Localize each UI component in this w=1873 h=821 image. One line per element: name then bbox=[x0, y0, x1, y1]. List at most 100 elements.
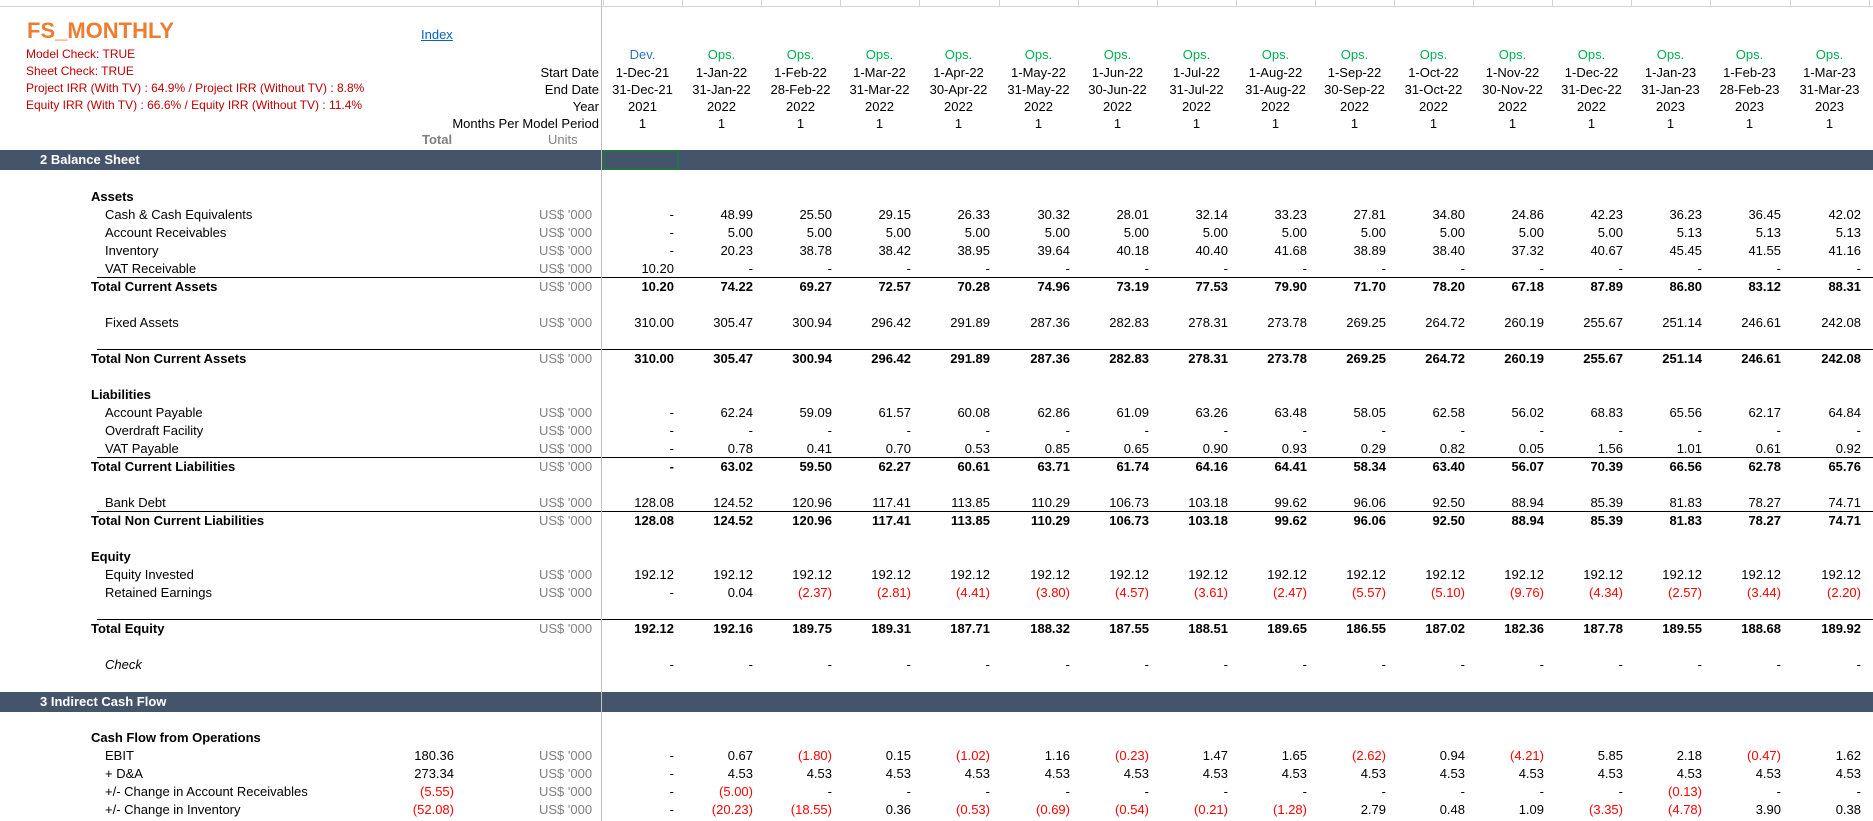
value-cell[interactable]: 120.96 bbox=[792, 513, 832, 528]
value-cell[interactable]: - bbox=[1223, 784, 1228, 799]
value-cell[interactable]: - bbox=[1539, 261, 1544, 276]
value-cell[interactable]: 117.41 bbox=[871, 513, 911, 528]
value-cell[interactable]: 5.00 bbox=[806, 225, 832, 240]
value-cell[interactable]: 260.19 bbox=[1504, 351, 1544, 366]
value-cell[interactable]: 291.89 bbox=[950, 351, 990, 366]
value-cell[interactable]: 0.78 bbox=[727, 441, 753, 456]
value-cell[interactable]: 61.09 bbox=[1116, 405, 1149, 420]
value-cell[interactable]: 5.00 bbox=[1439, 225, 1465, 240]
value-cell[interactable]: 37.32 bbox=[1511, 243, 1544, 258]
value-cell[interactable]: - bbox=[906, 657, 911, 672]
value-cell[interactable]: (4.78) bbox=[1668, 802, 1702, 817]
value-cell[interactable]: 0.92 bbox=[1835, 441, 1861, 456]
value-cell[interactable]: 0.67 bbox=[727, 748, 753, 763]
value-cell[interactable]: - bbox=[1697, 261, 1702, 276]
value-cell[interactable]: - bbox=[827, 261, 832, 276]
value-cell[interactable]: - bbox=[1460, 261, 1465, 276]
value-cell[interactable]: 78.20 bbox=[1432, 279, 1465, 294]
value-cell[interactable]: (2.47) bbox=[1273, 585, 1307, 600]
value-cell[interactable]: 36.23 bbox=[1669, 207, 1702, 222]
value-cell[interactable]: 0.70 bbox=[885, 441, 911, 456]
value-cell[interactable]: - bbox=[1856, 784, 1861, 799]
value-cell[interactable]: 246.61 bbox=[1741, 351, 1781, 366]
value-cell[interactable]: 192.12 bbox=[871, 567, 911, 582]
value-cell[interactable]: 255.67 bbox=[1583, 315, 1623, 330]
value-cell[interactable]: 0.05 bbox=[1518, 441, 1544, 456]
value-cell[interactable]: 273.78 bbox=[1267, 315, 1307, 330]
value-cell[interactable]: 192.12 bbox=[1583, 567, 1623, 582]
value-cell[interactable]: 87.89 bbox=[1590, 279, 1623, 294]
value-cell[interactable]: 4.53 bbox=[1123, 766, 1149, 781]
value-cell[interactable]: 182.36 bbox=[1504, 621, 1544, 636]
value-cell[interactable]: 192.12 bbox=[792, 567, 832, 582]
value-cell[interactable]: 41.68 bbox=[1274, 243, 1307, 258]
value-cell[interactable]: (0.13) bbox=[1668, 784, 1702, 799]
value-cell[interactable]: 188.51 bbox=[1188, 621, 1228, 636]
value-cell[interactable]: 117.41 bbox=[872, 495, 911, 510]
value-cell[interactable]: 187.71 bbox=[950, 621, 990, 636]
value-cell[interactable]: (2.37) bbox=[798, 585, 832, 600]
value-cell[interactable]: - bbox=[669, 459, 674, 474]
value-cell[interactable]: - bbox=[1776, 261, 1781, 276]
value-cell[interactable]: 88.94 bbox=[1511, 513, 1544, 528]
value-cell[interactable]: 99.62 bbox=[1274, 513, 1307, 528]
value-cell[interactable]: - bbox=[1539, 423, 1544, 438]
value-cell[interactable]: 62.17 bbox=[1748, 405, 1781, 420]
value-cell[interactable]: 0.29 bbox=[1360, 441, 1386, 456]
value-cell[interactable]: 62.24 bbox=[720, 405, 753, 420]
value-cell[interactable]: 106.73 bbox=[1109, 513, 1149, 528]
value-cell[interactable]: (1.80) bbox=[798, 748, 832, 763]
value-cell[interactable]: 246.61 bbox=[1741, 315, 1781, 330]
value-cell[interactable]: 62.27 bbox=[878, 459, 911, 474]
value-cell[interactable]: 128.08 bbox=[634, 513, 674, 528]
value-cell[interactable]: 58.05 bbox=[1353, 405, 1386, 420]
value-cell[interactable]: 1.47 bbox=[1202, 748, 1228, 763]
value-cell[interactable]: 65.56 bbox=[1669, 405, 1702, 420]
value-cell[interactable]: (2.20) bbox=[1827, 585, 1861, 600]
value-cell[interactable]: 0.15 bbox=[885, 748, 911, 763]
value-cell[interactable]: - bbox=[985, 261, 990, 276]
value-cell[interactable]: 83.12 bbox=[1748, 279, 1781, 294]
value-cell[interactable]: 187.78 bbox=[1583, 621, 1623, 636]
value-cell[interactable]: 28.01 bbox=[1116, 207, 1149, 222]
value-cell[interactable]: 4.53 bbox=[1044, 766, 1070, 781]
value-cell[interactable]: 242.08 bbox=[1821, 315, 1861, 330]
value-cell[interactable]: 40.40 bbox=[1195, 243, 1228, 258]
value-cell[interactable]: - bbox=[827, 657, 832, 672]
value-cell[interactable]: - bbox=[1144, 261, 1149, 276]
value-cell[interactable]: - bbox=[1381, 261, 1386, 276]
value-cell[interactable]: 66.56 bbox=[1669, 459, 1702, 474]
value-cell[interactable]: (4.21) bbox=[1510, 748, 1544, 763]
value-cell[interactable]: 69.27 bbox=[799, 279, 832, 294]
value-cell[interactable]: 110.29 bbox=[1030, 513, 1070, 528]
value-cell[interactable]: 96.06 bbox=[1353, 513, 1386, 528]
value-cell[interactable]: 96.06 bbox=[1353, 495, 1386, 510]
value-cell[interactable]: - bbox=[669, 766, 674, 781]
value-cell[interactable]: 300.94 bbox=[792, 351, 832, 366]
value-cell[interactable]: 0.65 bbox=[1123, 441, 1149, 456]
value-cell[interactable]: - bbox=[1776, 423, 1781, 438]
value-cell[interactable]: 36.45 bbox=[1748, 207, 1781, 222]
value-cell[interactable]: 63.26 bbox=[1195, 405, 1228, 420]
value-cell[interactable]: - bbox=[1460, 423, 1465, 438]
value-cell[interactable]: 124.52 bbox=[713, 495, 753, 510]
value-cell[interactable]: 4.53 bbox=[1439, 766, 1465, 781]
value-cell[interactable]: (4.34) bbox=[1589, 585, 1623, 600]
value-cell[interactable]: 0.53 bbox=[964, 441, 990, 456]
value-cell[interactable]: 4.53 bbox=[1202, 766, 1228, 781]
value-cell[interactable]: 1.09 bbox=[1518, 802, 1544, 817]
value-cell[interactable]: 192.12 bbox=[1821, 567, 1861, 582]
value-cell[interactable]: - bbox=[1776, 657, 1781, 672]
value-cell[interactable]: 5.00 bbox=[1123, 225, 1149, 240]
value-cell[interactable]: - bbox=[1776, 784, 1781, 799]
value-cell[interactable]: - bbox=[1302, 423, 1307, 438]
value-cell[interactable]: 296.42 bbox=[871, 351, 911, 366]
value-cell[interactable]: 310.00 bbox=[634, 315, 674, 330]
value-cell[interactable]: 70.39 bbox=[1590, 459, 1623, 474]
value-cell[interactable]: 81.83 bbox=[1669, 513, 1702, 528]
value-cell[interactable]: (5.10) bbox=[1431, 585, 1465, 600]
value-cell[interactable]: 4.53 bbox=[1676, 766, 1702, 781]
value-cell[interactable]: 5.13 bbox=[1676, 225, 1702, 240]
value-cell[interactable]: 4.53 bbox=[1835, 766, 1861, 781]
value-cell[interactable]: - bbox=[1381, 657, 1386, 672]
